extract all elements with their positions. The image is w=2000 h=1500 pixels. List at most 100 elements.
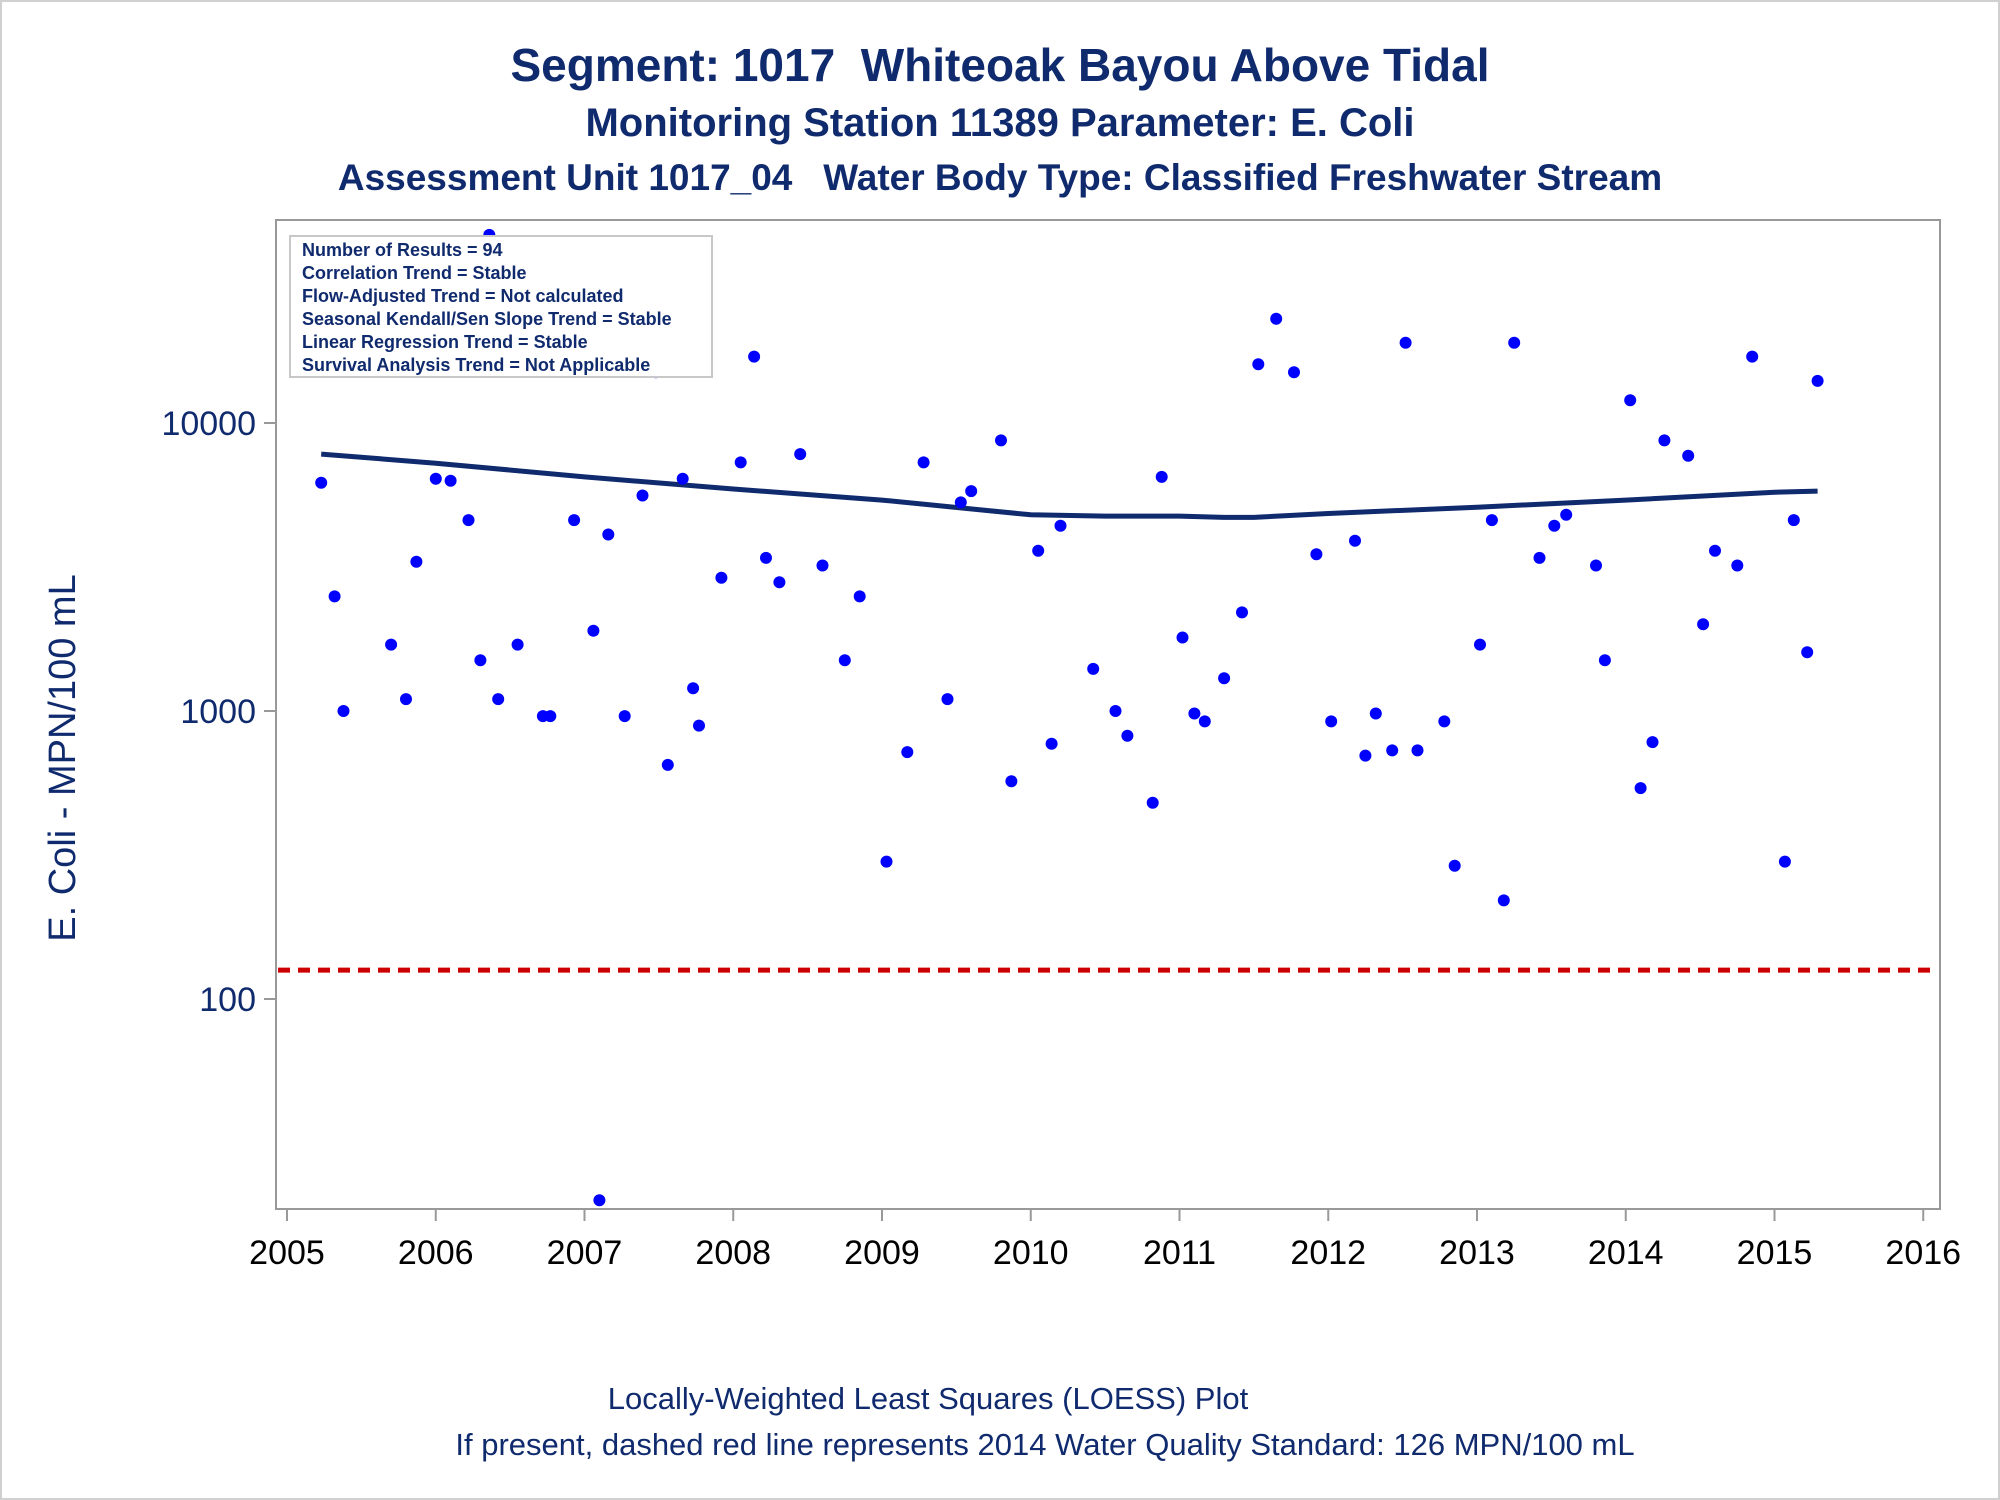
x-tick-label: 2010 xyxy=(993,1234,1069,1272)
data-point xyxy=(1590,559,1602,572)
data-point xyxy=(1709,544,1721,557)
data-point xyxy=(1658,434,1671,447)
data-point xyxy=(462,514,475,527)
data-point xyxy=(1448,859,1461,872)
data-point xyxy=(1155,470,1168,483)
data-point xyxy=(1508,336,1521,349)
x-tick-label: 2005 xyxy=(249,1234,325,1272)
trend-summary-line: Survival Analysis Trend = Not Applicable xyxy=(302,355,650,375)
data-point xyxy=(1270,312,1283,325)
data-point xyxy=(715,571,728,584)
data-point xyxy=(1787,514,1800,527)
chart-title: Segment: 1017 Whiteoak Bayou Above Tidal xyxy=(510,39,1490,91)
x-tick-label: 2013 xyxy=(1439,1234,1515,1272)
loess-curve xyxy=(321,451,1818,520)
data-point xyxy=(429,472,442,485)
trend-summary-line: Seasonal Kendall/Sen Slope Trend = Stabl… xyxy=(302,309,672,329)
data-point xyxy=(734,456,747,469)
x-tick-label: 2014 xyxy=(1588,1234,1664,1272)
x-tick-label: 2016 xyxy=(1885,1234,1961,1272)
x-tick-label: 2015 xyxy=(1737,1234,1813,1272)
data-point xyxy=(410,555,423,568)
plot-area xyxy=(275,219,1941,1210)
data-point xyxy=(1325,715,1338,728)
data-point xyxy=(1746,350,1759,363)
data-point xyxy=(602,528,615,541)
data-point xyxy=(1349,534,1361,547)
data-point xyxy=(687,682,700,695)
data-point xyxy=(1005,775,1018,788)
data-point xyxy=(880,855,893,868)
data-point xyxy=(618,710,631,723)
data-point xyxy=(917,456,930,469)
x-tick-label: 2008 xyxy=(695,1234,771,1272)
x-tick-label: 2009 xyxy=(844,1234,920,1272)
data-point xyxy=(337,705,350,717)
x-tick-label: 2007 xyxy=(547,1234,623,1272)
data-point xyxy=(995,434,1007,447)
data-point xyxy=(328,590,341,603)
data-point xyxy=(1198,715,1211,728)
data-point xyxy=(838,654,851,667)
data-point xyxy=(816,559,829,572)
data-point xyxy=(1811,374,1824,387)
data-point xyxy=(760,551,772,564)
chart-subtitle: Monitoring Station 11389 Parameter: E. C… xyxy=(585,101,1415,145)
y-tick-label: 10000 xyxy=(161,405,256,443)
data-point xyxy=(1236,606,1248,619)
data-point xyxy=(901,746,914,759)
data-point xyxy=(568,514,581,527)
trend-summary-line: Number of Results = 94 xyxy=(302,240,503,260)
data-point xyxy=(1188,707,1201,720)
data-point xyxy=(511,638,524,651)
data-point xyxy=(1146,796,1159,809)
data-point xyxy=(1533,551,1546,564)
data-point xyxy=(1548,519,1561,532)
data-point xyxy=(965,485,978,498)
data-point xyxy=(1598,654,1611,667)
data-point xyxy=(1682,449,1695,462)
data-point xyxy=(1121,729,1134,742)
trend-summary-box: Number of Results = 94 Correlation Trend … xyxy=(289,235,713,378)
data-point xyxy=(1310,548,1323,561)
data-point xyxy=(954,496,967,509)
data-point xyxy=(1438,715,1451,728)
data-point xyxy=(1497,894,1510,907)
data-point xyxy=(1399,336,1412,349)
data-point xyxy=(1369,707,1382,720)
y-axis-label: E. Coli - MPN/100 mL xyxy=(42,574,84,941)
data-point xyxy=(1176,631,1189,644)
data-point xyxy=(593,1194,606,1207)
data-point xyxy=(1054,519,1067,532)
data-point xyxy=(1045,737,1058,750)
data-point xyxy=(1646,736,1659,749)
data-point xyxy=(853,590,866,603)
data-point xyxy=(587,624,600,637)
data-point xyxy=(1560,508,1573,521)
data-point xyxy=(773,576,786,589)
trend-summary-line: Linear Regression Trend = Stable xyxy=(302,332,588,352)
data-point xyxy=(661,758,674,771)
data-point xyxy=(1087,662,1100,675)
trend-summary-line: Correlation Trend = Stable xyxy=(302,263,527,283)
data-point xyxy=(941,693,954,706)
data-point xyxy=(1778,855,1791,868)
footnote-standard: If present, dashed red line represents 2… xyxy=(455,1427,1635,1462)
data-point xyxy=(400,693,412,706)
data-point xyxy=(1634,782,1647,795)
data-point xyxy=(1252,358,1265,371)
data-point xyxy=(544,710,557,723)
data-point xyxy=(1624,394,1637,407)
x-tick-label: 2011 xyxy=(1143,1234,1216,1272)
data-point xyxy=(636,489,649,502)
trend-summary-line: Flow-Adjusted Trend = Not calculated xyxy=(302,286,624,306)
chart-subtitle-2: Assessment Unit 1017_04 Water Body Type:… xyxy=(337,157,1663,198)
data-point xyxy=(1411,744,1424,757)
y-tick-label: 100 xyxy=(199,981,256,1019)
data-point xyxy=(444,474,457,487)
data-point xyxy=(1032,544,1045,557)
data-point xyxy=(1359,749,1372,762)
data-point xyxy=(315,476,328,489)
data-point xyxy=(1386,744,1399,757)
